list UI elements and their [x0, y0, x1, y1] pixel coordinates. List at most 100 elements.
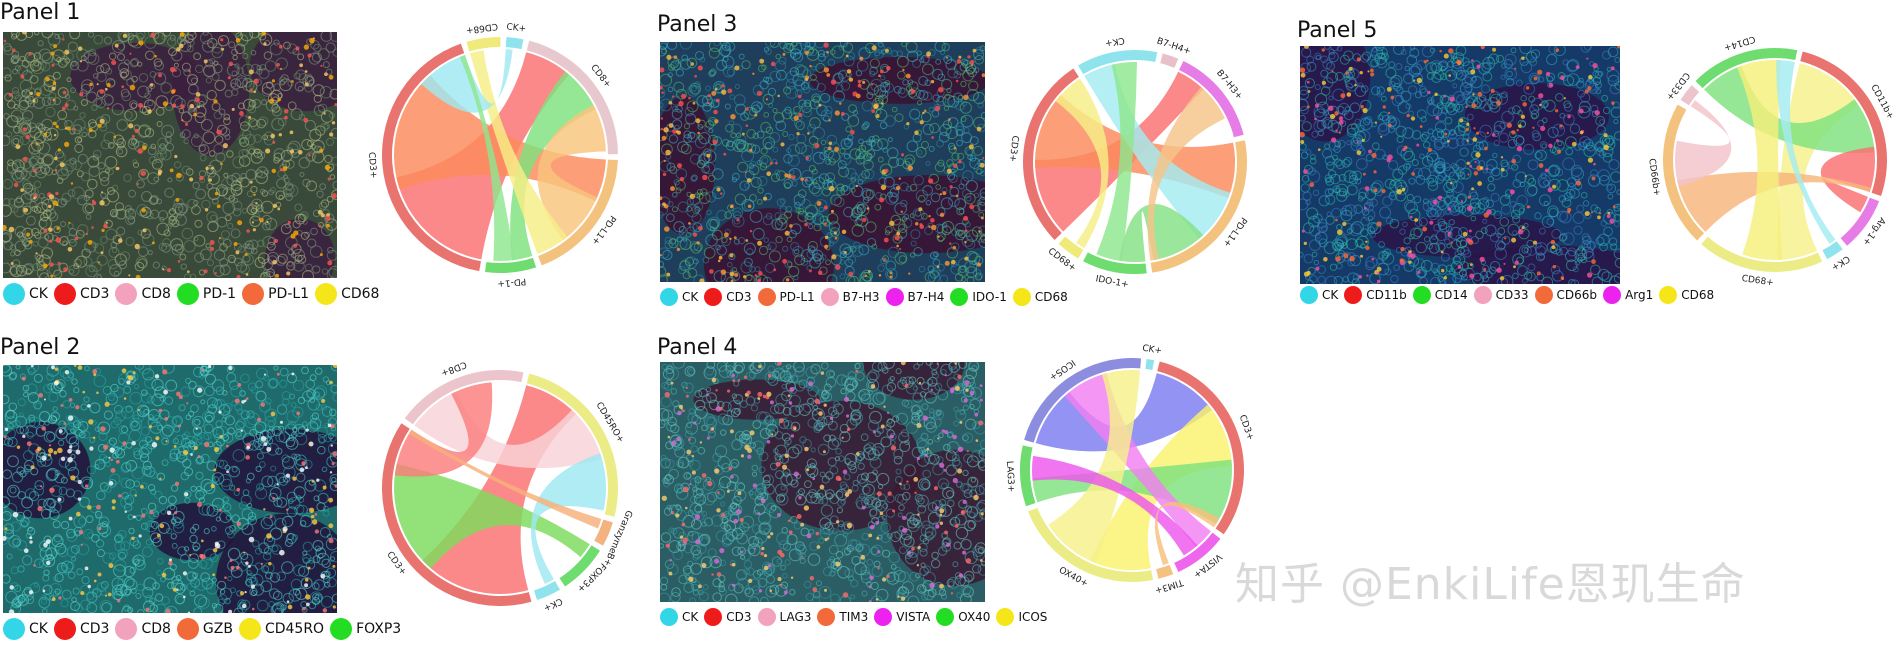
chord-link — [1675, 100, 1732, 187]
legend-item: PD-L1 — [757, 288, 815, 306]
legend-item: CD3 — [704, 608, 752, 626]
legend-item: CD68 — [1659, 286, 1714, 304]
legend-swatch-icon — [1534, 286, 1553, 304]
legend-swatch-icon — [660, 288, 678, 306]
chord-link — [1119, 204, 1204, 262]
legend-swatch-icon — [1012, 288, 1031, 306]
legend-label: IDO-1 — [972, 290, 1007, 304]
chord-group-label: CD3+ — [366, 152, 378, 179]
legend-label: PD-L1 — [779, 290, 815, 304]
legend-item: ICOS — [996, 608, 1047, 626]
legend-label: CK — [682, 610, 699, 624]
legend-label: CD66b — [1556, 288, 1598, 302]
legend-swatch-icon — [315, 283, 338, 305]
chord-link — [1776, 60, 1836, 244]
chord-group-arc — [1822, 241, 1843, 260]
legend-item: CD45RO — [238, 618, 324, 640]
legend-label: CD3 — [726, 290, 752, 304]
legend-label: ICOS — [1018, 610, 1048, 624]
legend-label: CD68 — [1034, 290, 1068, 304]
chord-link — [1677, 171, 1872, 232]
legend-label: CK — [29, 621, 48, 637]
legend-swatch-icon — [660, 608, 678, 626]
legend-label: CD8 — [141, 621, 171, 637]
legend-swatch-icon — [1659, 286, 1678, 304]
chord-group-arc — [1078, 50, 1158, 75]
chord-group-arc — [485, 257, 537, 273]
legend-swatch-icon — [242, 283, 265, 305]
chord-link — [1032, 455, 1198, 556]
chord-group-arc — [1695, 47, 1798, 89]
chord-link — [422, 385, 576, 594]
chord-link — [1737, 60, 1783, 261]
legend-swatch-icon — [176, 283, 199, 305]
legend-label: OX40 — [958, 610, 991, 624]
legend-item: CK — [660, 288, 698, 306]
legend-label: TIM3 — [839, 610, 869, 624]
panel-title-1: Panel 1 — [0, 0, 81, 25]
legend-item: CK — [3, 283, 48, 305]
legend-label: B7-H3 — [842, 290, 880, 304]
legend-swatch-icon — [757, 608, 776, 626]
legend-item: IDO-1 — [950, 288, 1007, 306]
legend-label: CD8 — [141, 286, 171, 302]
micrograph-graphic — [660, 42, 985, 282]
legend-swatch-icon — [176, 618, 199, 640]
chord-link — [459, 54, 515, 262]
legend-swatch-icon — [1473, 286, 1492, 304]
legend-swatch-icon — [53, 618, 76, 640]
watermark: 知乎 @EnkiLife恩玑生命 — [1235, 559, 1746, 610]
legend-swatch-icon — [704, 608, 723, 626]
legend-panel-1: CK CD3 CD8 PD-1 PD-L1 CD68 — [3, 283, 385, 305]
chord-group-arc — [1156, 564, 1174, 579]
chord-group-arc — [1083, 252, 1147, 274]
chord-group-label: CD14+ — [1723, 33, 1757, 52]
legend-item: PD-1 — [176, 283, 236, 305]
legend-label: CD68 — [1681, 288, 1715, 302]
legend-item: CD8 — [115, 283, 171, 305]
legend-label: CD3 — [79, 286, 110, 302]
legend-item: CD11b — [1344, 286, 1407, 304]
legend-item: CD14 — [1412, 286, 1468, 304]
chord-group-arc — [1058, 236, 1084, 259]
chord-link — [537, 104, 606, 241]
tissue-image-panel-3 — [660, 42, 985, 282]
chord-group-arc — [1174, 532, 1221, 572]
legend-label: GZB — [202, 621, 233, 637]
legend-label: CD33 — [1495, 288, 1529, 302]
legend-swatch-icon — [3, 283, 25, 305]
chord-link — [469, 50, 568, 255]
legend-swatch-icon — [53, 283, 76, 305]
chord-group-label: CD66b+ — [1646, 158, 1661, 197]
chord-group-arc — [1179, 60, 1244, 138]
legend-swatch-icon — [1412, 286, 1431, 304]
chord-group-label: CK+ — [1141, 344, 1162, 357]
legend-swatch-icon — [1344, 286, 1363, 304]
tissue-image-panel-4 — [660, 362, 985, 602]
legend-swatch-icon — [817, 608, 836, 626]
legend-label: CK — [682, 290, 699, 304]
chord-group-arc — [1023, 68, 1079, 240]
legend-item: FOXP3 — [330, 618, 401, 640]
legend-item: CD3 — [53, 618, 109, 640]
legend-swatch-icon — [115, 283, 138, 305]
tissue-image-panel-5 — [1300, 46, 1620, 284]
chord-group-arc — [538, 159, 618, 266]
chord-group-arc — [505, 37, 524, 50]
chord-link — [393, 463, 590, 569]
chord-group-arc — [1840, 197, 1880, 246]
chord-group-label: CK+ — [1104, 35, 1125, 48]
legend-label: VISTA — [896, 610, 931, 624]
chord-group-label: CK+ — [506, 22, 527, 34]
chord-group-arc — [1662, 104, 1705, 241]
legend-label: CD14 — [1434, 288, 1468, 302]
legend-swatch-icon — [115, 618, 138, 640]
legend-label: CK — [29, 286, 48, 302]
chord-link — [1820, 146, 1876, 213]
legend-swatch-icon — [874, 608, 893, 626]
legend-label: CD68 — [341, 286, 380, 302]
legend-swatch-icon — [757, 288, 776, 306]
tissue-image-panel-2 — [3, 365, 337, 613]
